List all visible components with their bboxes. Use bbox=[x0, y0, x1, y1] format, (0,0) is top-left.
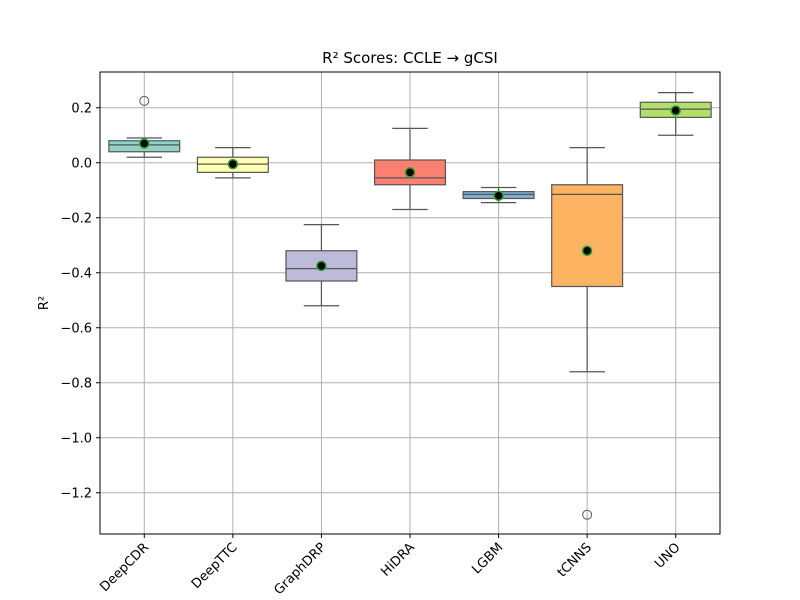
x-tick-label: LGBM bbox=[469, 540, 506, 577]
y-tick-label: −1.0 bbox=[60, 431, 92, 446]
x-tick-label: UNO bbox=[652, 540, 683, 571]
y-tick-label: −0.6 bbox=[60, 321, 92, 336]
axis-layer: 0.2 0.0 −0.2 −0.4 −0.6 −0.8 −1.0 −1.2 DeepCDR Dee… bbox=[60, 101, 683, 598]
y-tick-label: 0.0 bbox=[71, 156, 92, 171]
outlier-point bbox=[139, 95, 150, 106]
y-tick-label: −0.4 bbox=[60, 266, 92, 281]
y-axis-label: R² bbox=[37, 296, 52, 310]
mean-marker bbox=[139, 138, 150, 149]
outlier-point bbox=[582, 509, 593, 520]
box-group-deepcdr bbox=[108, 95, 181, 158]
x-tick-label: HiDRA bbox=[378, 540, 418, 580]
box-group-deepttc bbox=[196, 147, 269, 179]
x-tick-label: GraphDRP bbox=[271, 540, 329, 598]
box-group-uno bbox=[639, 92, 712, 136]
y-tick-label: −0.2 bbox=[60, 211, 92, 226]
mean-marker bbox=[227, 158, 239, 170]
mean-marker bbox=[670, 105, 681, 116]
box-iqr bbox=[551, 184, 624, 288]
mean-marker bbox=[493, 190, 504, 201]
y-tick-label: −1.2 bbox=[60, 486, 92, 501]
box-group-tcnns bbox=[551, 147, 624, 520]
y-tick-label: −0.8 bbox=[60, 376, 92, 391]
box-layer bbox=[108, 92, 712, 520]
x-tick-label: tCNNS bbox=[555, 540, 595, 580]
box-iqr bbox=[285, 250, 358, 282]
x-tick-label: DeepCDR bbox=[97, 540, 152, 595]
y-tick-label: 0.2 bbox=[71, 101, 92, 116]
mean-marker bbox=[404, 167, 416, 178]
x-tick-label: DeepTTC bbox=[189, 540, 241, 592]
mean-marker bbox=[581, 245, 593, 256]
box-group-lgbm bbox=[462, 186, 535, 204]
chart-title: R² Scores: CCLE → gCSI bbox=[322, 49, 498, 67]
box-group-graphdrp bbox=[285, 224, 358, 307]
mean-marker bbox=[316, 260, 327, 272]
box-group-hidra bbox=[373, 127, 447, 211]
